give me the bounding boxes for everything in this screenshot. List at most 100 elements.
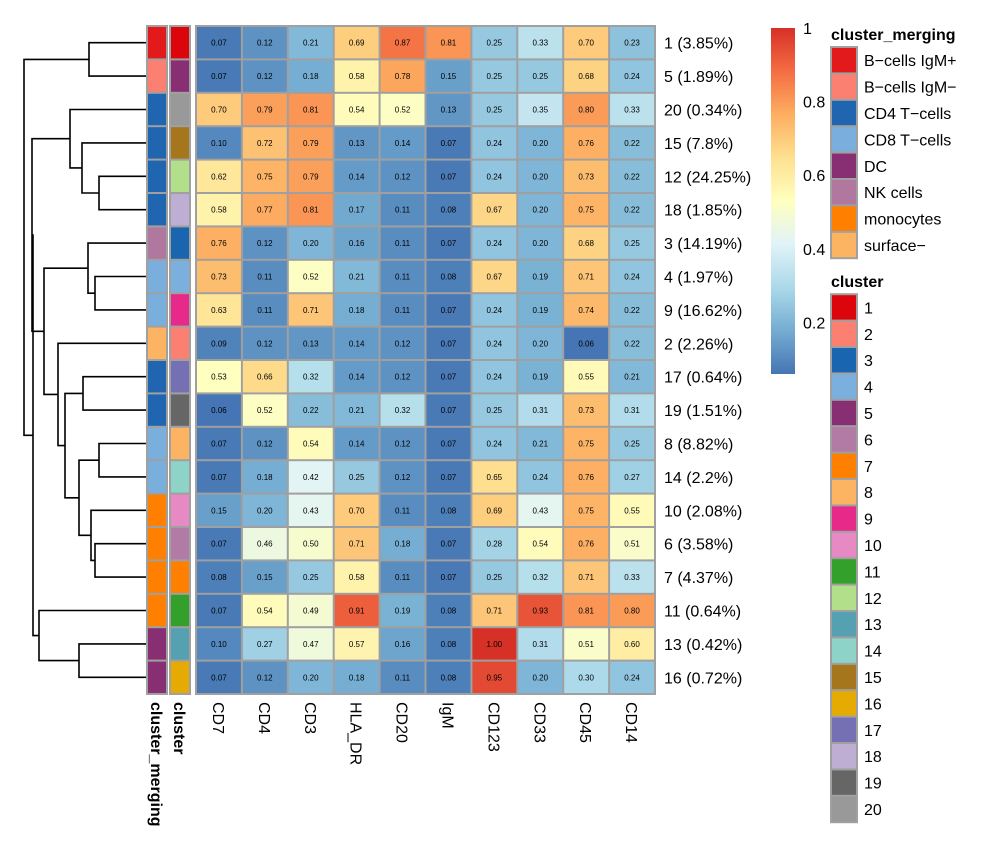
cell-value: 0.71 xyxy=(578,573,594,582)
heatmap-cell xyxy=(518,127,563,159)
heatmap-cell xyxy=(426,427,471,460)
cluster-merging-cell xyxy=(148,594,166,627)
heatmap-cell xyxy=(197,93,241,126)
cell-value: 0.15 xyxy=(257,573,273,582)
cell-value: 0.70 xyxy=(578,39,594,48)
heatmap-cell xyxy=(288,528,333,560)
heatmap-cell xyxy=(610,227,654,259)
heatmap-cell xyxy=(242,227,287,259)
cell-value: 0.19 xyxy=(395,607,411,616)
cluster-cell xyxy=(171,327,189,359)
cell-value: 0.35 xyxy=(532,106,548,115)
cell-value: 0.12 xyxy=(257,239,273,248)
heatmap-cell xyxy=(334,294,379,326)
cell-value: 0.07 xyxy=(441,339,457,348)
heatmap-cell xyxy=(564,93,609,126)
cell-value: 0.81 xyxy=(303,106,319,115)
cell-value: 0.24 xyxy=(487,339,503,348)
cell-value: 0.14 xyxy=(349,373,365,382)
heatmap-cell xyxy=(197,494,241,526)
cell-value: 0.07 xyxy=(211,72,227,81)
row-label: 9 (16.62%) xyxy=(664,303,742,320)
column-labels: CD7 CD4 CD3 HLA_DR CD20 IgM CD123 CD33 CD45 CD14 xyxy=(209,702,639,765)
cell-value: 0.77 xyxy=(257,206,273,215)
heatmap-cell xyxy=(380,327,425,359)
cell-value: 0.24 xyxy=(487,306,503,315)
legend-label: B−cells IgM− xyxy=(864,80,956,97)
color-scale-tick: 0.8 xyxy=(803,95,825,112)
heatmap-cell xyxy=(288,60,333,92)
cell-value: 0.66 xyxy=(257,373,273,382)
heatmap-cell xyxy=(380,227,425,259)
legend-label: 5 xyxy=(864,406,873,423)
cell-value: 0.08 xyxy=(441,640,457,649)
cell-value: 0.21 xyxy=(303,39,319,48)
heatmap-cell xyxy=(380,427,425,460)
heatmap-cell xyxy=(518,528,563,560)
heatmap-cell xyxy=(197,361,241,393)
cell-value: 0.24 xyxy=(624,273,640,282)
heatmap-cell xyxy=(197,160,241,192)
cluster-merging-cell xyxy=(148,561,166,593)
cell-value: 0.76 xyxy=(578,473,594,482)
cluster-cell xyxy=(171,93,189,126)
cell-value: 0.55 xyxy=(578,373,594,382)
heatmap-cell xyxy=(334,260,379,293)
heatmap-border xyxy=(195,25,656,695)
cluster-merging-cell xyxy=(148,27,166,59)
row-label: 12 (24.25%) xyxy=(664,169,751,186)
heatmap-cell xyxy=(518,93,563,126)
row-label: 6 (3.58%) xyxy=(664,537,733,554)
heatmap-cell xyxy=(426,260,471,293)
cell-value: 0.81 xyxy=(441,39,457,48)
cell-value: 0.18 xyxy=(303,72,319,81)
cluster-cell xyxy=(171,27,189,59)
heatmap-cell xyxy=(610,327,654,359)
heatmap-cell xyxy=(334,127,379,159)
legend-swatch xyxy=(832,100,856,126)
heatmap-cell xyxy=(197,594,241,627)
legend-swatch xyxy=(832,585,856,610)
heatmap-cell xyxy=(518,494,563,526)
heatmap-cell xyxy=(288,160,333,192)
color-scale-legend: 1 0.8 0.6 0.4 0.2 xyxy=(771,21,825,374)
cell-value: 0.24 xyxy=(532,473,548,482)
cell-value: 0.95 xyxy=(487,673,503,682)
heatmap-cell xyxy=(472,461,517,493)
heatmap-cell xyxy=(610,27,654,59)
cell-value: 0.11 xyxy=(395,273,411,282)
heatmap-cell xyxy=(380,494,425,526)
cluster-merging-cell xyxy=(148,194,166,226)
heatmap-cell xyxy=(564,194,609,226)
heatmap-cell xyxy=(472,160,517,192)
cell-value: 0.10 xyxy=(211,139,227,148)
cell-value: 0.50 xyxy=(303,540,319,549)
dendrogram-branch xyxy=(78,643,146,679)
heatmap-cell xyxy=(334,93,379,126)
heatmap-cell xyxy=(334,194,379,226)
cluster-cell xyxy=(171,461,189,493)
legend-swatch xyxy=(832,480,856,505)
cell-value: 0.14 xyxy=(395,139,411,148)
heatmap-cell xyxy=(518,394,563,426)
cell-value: 0.76 xyxy=(211,239,227,248)
heatmap-cell xyxy=(518,461,563,493)
cell-value: 0.08 xyxy=(211,573,227,582)
cell-value: 0.69 xyxy=(349,39,365,48)
heatmap-cell xyxy=(334,494,379,526)
heatmap-cell xyxy=(288,361,333,393)
cell-value: 0.54 xyxy=(303,440,319,449)
heatmap-cell xyxy=(564,394,609,426)
cell-value: 0.11 xyxy=(395,206,411,215)
heatmap-cell xyxy=(518,60,563,92)
cell-value: 0.23 xyxy=(624,39,640,48)
column-label: CD20 xyxy=(393,702,410,743)
cell-value: 0.08 xyxy=(441,673,457,682)
cell-value: 0.31 xyxy=(532,640,548,649)
cell-value: 0.13 xyxy=(303,339,319,348)
heatmap-cell xyxy=(426,594,471,627)
heatmap-cell xyxy=(242,60,287,92)
cell-value: 0.30 xyxy=(578,673,594,682)
cell-value: 0.22 xyxy=(624,206,640,215)
